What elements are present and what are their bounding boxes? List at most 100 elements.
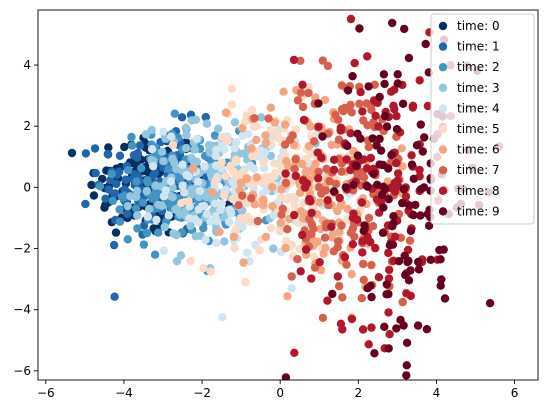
data-point: [403, 257, 412, 267]
data-point: [390, 105, 399, 114]
data-point: [264, 114, 273, 123]
data-point: [334, 135, 344, 144]
data-point: [405, 236, 415, 245]
data-point: [288, 192, 297, 202]
data-point: [129, 151, 139, 160]
data-point: [261, 131, 270, 140]
data-point: [157, 147, 167, 156]
data-point: [164, 164, 173, 174]
data-point: [201, 235, 210, 245]
data-point: [242, 216, 251, 225]
data-point: [349, 180, 358, 190]
data-point: [178, 160, 187, 169]
data-point: [421, 39, 430, 49]
data-point: [280, 120, 290, 129]
data-point: [357, 294, 366, 303]
data-point: [172, 230, 181, 240]
data-point: [143, 212, 153, 221]
data-point: [388, 222, 397, 231]
data-point: [132, 177, 141, 186]
y-tick-label: −4: [13, 303, 31, 317]
data-point: [211, 176, 221, 185]
data-point: [184, 172, 193, 181]
data-point: [249, 122, 258, 132]
data-point: [423, 101, 433, 111]
legend-label: time: 0: [457, 19, 500, 33]
data-point: [374, 273, 384, 282]
data-point: [338, 325, 347, 334]
data-point: [187, 116, 196, 125]
data-point: [247, 194, 256, 203]
data-point: [426, 255, 435, 264]
data-point: [90, 144, 100, 153]
data-point: [379, 182, 388, 191]
data-point: [406, 291, 415, 301]
data-point: [392, 324, 401, 333]
data-point: [252, 173, 261, 182]
data-point: [379, 70, 389, 79]
data-point: [91, 168, 100, 178]
legend-label: time: 6: [457, 143, 500, 157]
legend-marker: [438, 42, 448, 51]
data-point: [194, 217, 203, 227]
x-axis: −6 −4 −2 0 2 4 6: [37, 380, 518, 400]
data-point: [318, 56, 327, 65]
data-point: [166, 177, 176, 186]
data-point: [347, 314, 357, 324]
data-point: [358, 248, 367, 257]
data-point: [181, 143, 191, 153]
data-point: [366, 237, 375, 247]
data-point: [385, 241, 395, 250]
data-point: [243, 248, 252, 257]
data-point: [298, 214, 308, 223]
data-point: [272, 130, 281, 139]
data-point: [358, 325, 368, 334]
data-point: [409, 210, 418, 220]
data-point: [335, 193, 344, 203]
data-point: [189, 164, 198, 173]
data-point: [107, 169, 116, 179]
data-point: [211, 151, 220, 161]
data-point: [281, 236, 291, 246]
data-point: [291, 171, 300, 181]
data-point: [323, 61, 333, 71]
legend-marker: [438, 83, 448, 93]
data-point: [314, 167, 323, 176]
legend-box: [430, 13, 535, 225]
data-point: [355, 99, 364, 109]
x-tick-label: 0: [276, 386, 284, 400]
data-point: [296, 56, 305, 65]
data-point: [416, 120, 425, 129]
data-point: [376, 0, 384, 7]
data-point: [159, 246, 169, 255]
data-point: [115, 217, 125, 226]
data-point: [375, 134, 384, 143]
data-point: [314, 99, 323, 108]
data-point: [149, 162, 158, 171]
data-point: [362, 0, 370, 7]
data-point: [104, 143, 113, 152]
data-point: [311, 159, 320, 168]
data-point: [315, 258, 324, 267]
data-point: [101, 194, 110, 203]
data-point: [309, 252, 319, 262]
data-point: [124, 166, 133, 175]
y-tick-label: −2: [13, 242, 31, 256]
data-point: [393, 70, 402, 79]
data-point: [358, 107, 367, 116]
data-point: [206, 267, 215, 276]
data-point: [356, 134, 365, 143]
data-point: [139, 221, 149, 230]
data-point: [380, 112, 390, 121]
data-point: [141, 130, 151, 139]
data-point: [367, 105, 376, 115]
data-point: [217, 141, 227, 150]
data-point: [327, 233, 337, 242]
data-point: [201, 112, 210, 122]
data-point: [323, 296, 332, 305]
data-point: [181, 123, 191, 132]
data-point: [279, 87, 288, 96]
data-point: [238, 191, 247, 200]
data-point: [387, 150, 396, 160]
data-point: [133, 211, 142, 220]
